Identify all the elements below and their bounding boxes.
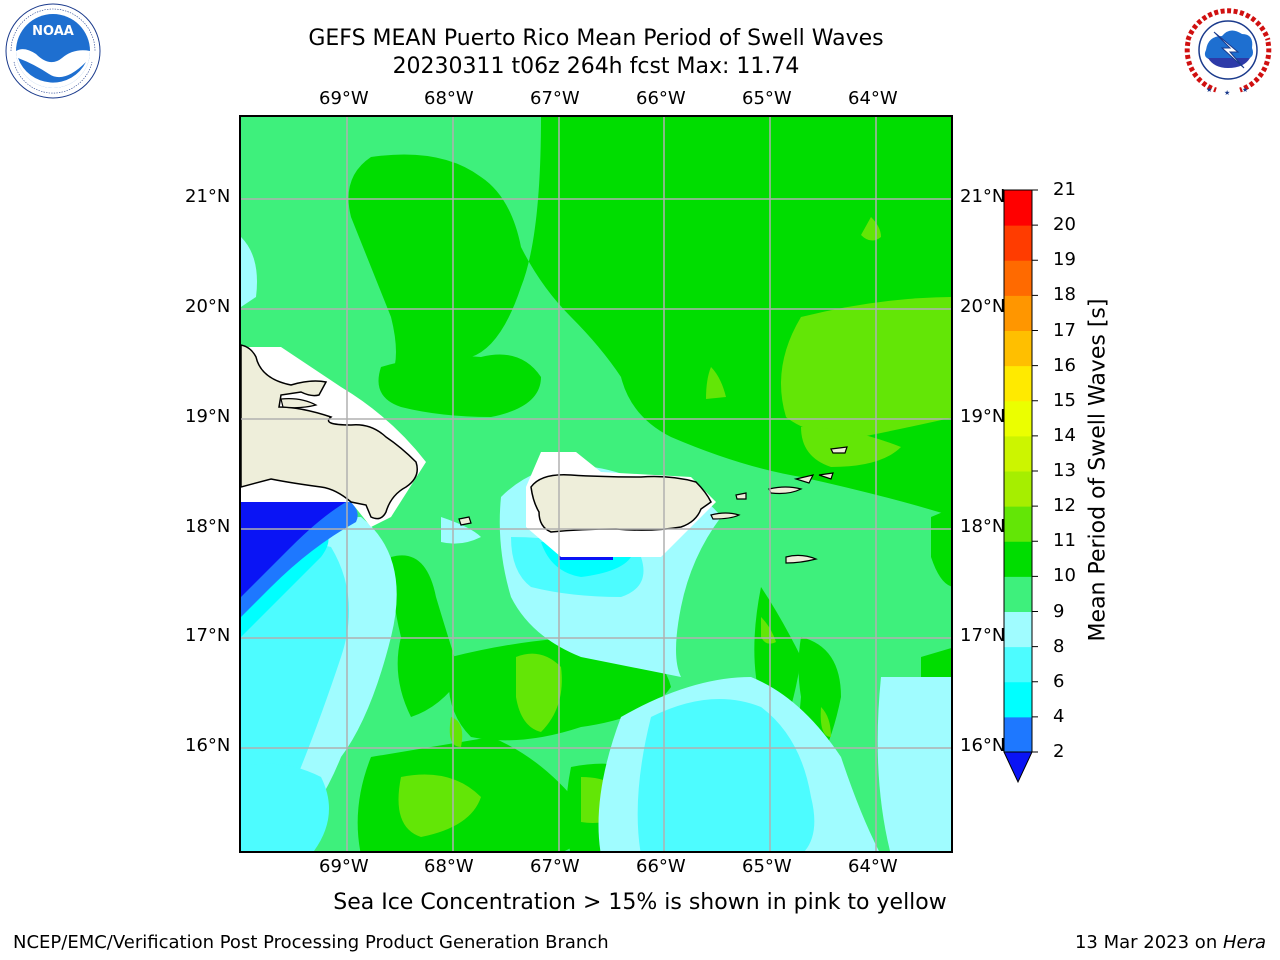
colorbar-level-label: 13 [1053, 460, 1076, 481]
lat-label-left: 16°N [185, 735, 231, 756]
small-islands [280, 398, 848, 564]
lon-label-top: 65°W [742, 88, 792, 109]
lat-label-right: 20°N [960, 296, 1006, 317]
swell-period-map [241, 117, 951, 851]
footer-host: Hera [1222, 932, 1266, 953]
lon-label-top: 68°W [424, 88, 474, 109]
lat-label-right: 19°N [960, 406, 1006, 427]
colorbar-band [1004, 330, 1032, 367]
lon-label-bottom: 67°W [530, 856, 580, 877]
colorbar-level-label: 15 [1053, 389, 1076, 411]
lat-label-right: 17°N [960, 625, 1006, 646]
lat-label-left: 18°N [185, 516, 231, 537]
footer-date-text: 13 Mar 2023 on [1074, 932, 1223, 953]
colorbar-extend-min [1003, 751, 1033, 784]
colorbar-title: Mean Period of Swell Waves [s] [1085, 298, 1111, 642]
svg-text:★: ★ [1242, 86, 1248, 94]
colorbar-level-label: 19 [1053, 249, 1076, 271]
lon-label-top: 64°W [848, 88, 898, 109]
colorbar-level-label: 8 [1053, 635, 1065, 657]
colorbar-band [1004, 576, 1032, 612]
lon-label-bottom: 69°W [319, 856, 369, 877]
colorbar-level-label: 10 [1053, 565, 1076, 587]
lon-label-bottom: 65°W [742, 856, 792, 877]
colorbar-band [1004, 541, 1032, 577]
lon-label-bottom: 64°W [848, 856, 898, 877]
graticule [241, 117, 951, 851]
lon-label-top: 69°W [319, 88, 369, 109]
footer-credit: NCEP/EMC/Verification Post Processing Pr… [13, 932, 609, 953]
map-panel [239, 115, 953, 853]
colorbar-band [1004, 471, 1032, 507]
colorbar-level-label: 20 [1053, 214, 1076, 236]
colorbar-level-label: 11 [1053, 530, 1076, 552]
nws-logo: ★ ★ ★ [1178, 2, 1278, 98]
colorbar-level-label: 6 [1053, 670, 1065, 692]
colorbar-band [1004, 400, 1032, 437]
colorbar-level-label: 4 [1053, 705, 1065, 727]
colorbar-band [1004, 716, 1032, 753]
colorbar-level-label: 18 [1053, 284, 1076, 306]
colorbar-level-label: 9 [1053, 600, 1065, 622]
chart-title: GEFS MEAN Puerto Rico Mean Period of Swe… [308, 26, 884, 51]
lat-label-right: 21°N [960, 186, 1006, 207]
svg-text:★: ★ [1224, 89, 1230, 97]
colorbar-level-label: 12 [1053, 495, 1076, 517]
colorbar-band [1004, 295, 1032, 331]
colorbar-band [1004, 190, 1032, 226]
lat-label-left: 21°N [185, 186, 231, 207]
lon-label-bottom: 66°W [636, 856, 686, 877]
colorbar-level-label: 21 [1053, 179, 1076, 200]
lat-label-left: 20°N [185, 296, 231, 317]
noaa-logo: NOAA [4, 2, 102, 100]
chart-subtitle: 20230311 t06z 264h fcst Max: 11.74 [392, 54, 800, 79]
lon-label-top: 66°W [636, 88, 686, 109]
colorbar-band [1004, 506, 1032, 542]
svg-text:★: ★ [1206, 86, 1212, 94]
hispaniola-land [241, 344, 418, 520]
lat-label-left: 17°N [185, 625, 231, 646]
colorbar-band [1004, 225, 1032, 261]
colorbar-band [1004, 646, 1032, 683]
lat-label-right: 18°N [960, 516, 1006, 537]
noaa-logo-text: NOAA [32, 24, 74, 39]
colorbar-band [1004, 365, 1032, 402]
puerto-rico-land [530, 474, 712, 533]
lon-label-top: 67°W [530, 88, 580, 109]
sea-ice-caption: Sea Ice Concentration > 15% is shown in … [333, 890, 947, 915]
colorbar-band [1004, 435, 1032, 472]
lon-label-bottom: 68°W [424, 856, 474, 877]
colorbar-band [1004, 260, 1032, 296]
colorbar-level-label: 17 [1053, 319, 1076, 341]
colorbar-level-label: 16 [1053, 354, 1076, 376]
colorbar-band [1004, 611, 1032, 648]
lat-label-right: 16°N [960, 735, 1006, 756]
colorbar-level-label: 2 [1053, 741, 1065, 762]
lat-label-left: 19°N [185, 406, 231, 427]
footer-date: 13 Mar 2023 on Hera [1075, 932, 1266, 953]
colorbar [1003, 189, 1038, 784]
colorbar-level-label: 14 [1053, 424, 1076, 446]
colorbar-band [1004, 681, 1032, 718]
